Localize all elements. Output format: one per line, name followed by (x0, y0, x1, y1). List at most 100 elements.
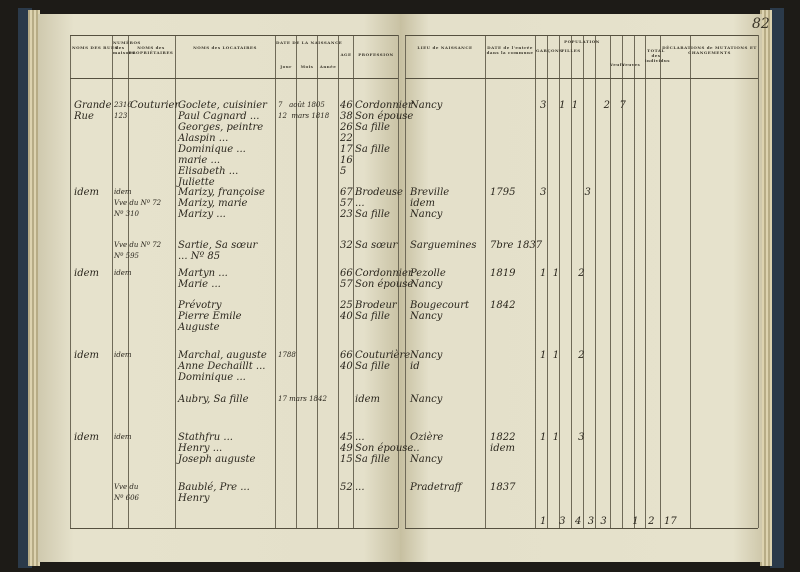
column-line (70, 35, 71, 528)
column-line (634, 35, 635, 528)
column-line (535, 35, 536, 528)
entry-ages: 66 57 (340, 268, 353, 290)
header-street: NOMS DES RUES (72, 45, 118, 50)
entry-birthplace: Pradetraff (410, 482, 462, 493)
header-birth-date: DATE DE LA NAISSANCE (276, 40, 343, 45)
entry-birthplace: Nancy (410, 100, 443, 111)
entry-entry: 1795 (490, 187, 516, 198)
entry-population: 1 1 2 (540, 350, 585, 361)
entry-entry: 1822 idem (490, 432, 516, 454)
entry-street: Grande Rue (74, 100, 112, 122)
header-widowers: Veufs (610, 62, 625, 67)
header-profession: PROFESSION (358, 52, 394, 57)
entry-street: idem (74, 268, 99, 279)
header-boys: GARÇONS (536, 48, 563, 53)
page-number: 82 (752, 16, 770, 32)
page-edges-left (28, 10, 40, 566)
column-line (583, 35, 584, 528)
entry-population: 1 1 2 (540, 268, 585, 279)
entry-tenants: Sartie, Sa sœur ... Nº 85 (178, 240, 258, 262)
column-line (571, 35, 572, 528)
column-line (547, 35, 548, 528)
column-line (317, 35, 318, 528)
entry-birthplace: Breville idem Nancy (410, 187, 450, 220)
entry-entry: 1842 (490, 300, 516, 311)
column-line (338, 35, 339, 528)
entry-street: idem (74, 187, 99, 198)
column-line (175, 35, 176, 528)
entry-profession: Sa sœur (355, 240, 398, 251)
header-girls: FILLES (561, 48, 581, 53)
entry-tenants: Prévotry Pierre Emile Auguste (178, 300, 242, 333)
book-cover-right (770, 8, 784, 568)
header-month: Mois (300, 64, 314, 69)
column-line (112, 35, 113, 528)
entry-number: Vve du Nº 606 (114, 483, 140, 502)
entry-profession: Brodeur Sa fille (355, 300, 397, 322)
row-line (405, 35, 758, 36)
column-line (353, 35, 354, 528)
entry-profession: Couturière Sa fille idem (355, 350, 411, 405)
column-line (405, 35, 406, 528)
entry-ages: 46 38 26 22 17 16 5 (340, 100, 353, 177)
column-line (296, 35, 297, 528)
column-line (128, 35, 129, 528)
page-edges-right (760, 10, 772, 566)
header-total: TOTAL des individus (645, 48, 671, 63)
entry-birthplace: Ozière ... Nancy (410, 432, 444, 465)
entry-tenants: Goclete, cuisinier Paul Cagnard ... Geor… (178, 100, 267, 188)
header-population: POPULATION (564, 39, 600, 44)
entry-dates: 1788 17 mars 1842 (278, 351, 327, 403)
entry-ages: 25 40 (340, 300, 353, 322)
header-year: Année (319, 64, 337, 69)
column-line (275, 35, 276, 528)
entry-ages: 52 (340, 482, 353, 493)
entry-tenants: Stathfru ... Henry ... Joseph auguste (178, 432, 256, 465)
column-line (485, 35, 486, 528)
column-line (622, 35, 623, 528)
header-declarations: DÉCLARATIONS de MUTATIONS ET CHANGEMENTS (662, 45, 757, 55)
entry-population: 1 1 3 (540, 432, 585, 443)
entry-profession: ... (355, 482, 365, 493)
entry-ages: 67 57 23 (340, 187, 353, 220)
entry-tenants: Marchal, auguste Anne Dechaillt ... Domi… (178, 350, 267, 405)
entry-birthplace: Nancy id Nancy (410, 350, 443, 405)
row-line (405, 78, 758, 79)
entry-profession: Cordonnier Son épouse Sa fille Sa fille (355, 100, 414, 155)
header-entry-date: DATE de l'entrée dans la commune (486, 45, 534, 55)
header-age: AGE (340, 52, 352, 57)
entry-tenants: Baublé, Pre ... Henry (178, 482, 250, 504)
entry-street: idem (74, 432, 99, 443)
entry-number: idem (114, 433, 132, 441)
entry-number: 2316 123 (114, 101, 132, 120)
entry-tenants: Marizy, françoise Marizy, marie Marizy .… (178, 187, 265, 220)
header-numbers: NUMÉROS des maisons (113, 40, 141, 55)
entry-number: idem (114, 269, 132, 277)
header-tenants: NOMS des LOCATAIRES (193, 45, 257, 50)
entry-ages: 66 40 (340, 350, 353, 372)
entry-profession: Brodeuse ... Sa fille (355, 187, 403, 220)
entry-birthplace: Pezolle Nancy (410, 268, 446, 290)
entry-entry: 1819 (490, 268, 516, 279)
entry-owner: Couturier (130, 100, 180, 111)
entry-profession: ... Son épouse Sa fille (355, 432, 414, 465)
entry-entry: 7bre 1837 (490, 240, 543, 251)
header-birthplace: LIEU de NAISSANCE (417, 45, 473, 50)
entry-number: idem Vve du Nº 72 Nº 310 (114, 188, 162, 218)
column-line (398, 35, 399, 528)
row-line (70, 35, 398, 36)
entry-population: 3 3 (540, 187, 591, 198)
row-line (70, 78, 398, 79)
entry-dates: 7 août 1805 12 mars 1818 (278, 101, 330, 120)
entry-street: idem (74, 350, 99, 361)
row-line (70, 528, 398, 529)
entry-ages: 32 (340, 240, 353, 251)
population-totals: 1 3 4 3 3 1 2 17 (540, 516, 677, 527)
right-page (400, 14, 762, 562)
entry-number: idem (114, 351, 132, 359)
header-owners: NOMS des PROPRIÉTAIRES (128, 45, 174, 55)
entry-entry: 1837 (490, 482, 516, 493)
entry-population: 3 1 1 2 7 (540, 100, 626, 111)
header-widows: Veuves (622, 62, 641, 67)
entry-ages: 45 49 15 (340, 432, 353, 465)
